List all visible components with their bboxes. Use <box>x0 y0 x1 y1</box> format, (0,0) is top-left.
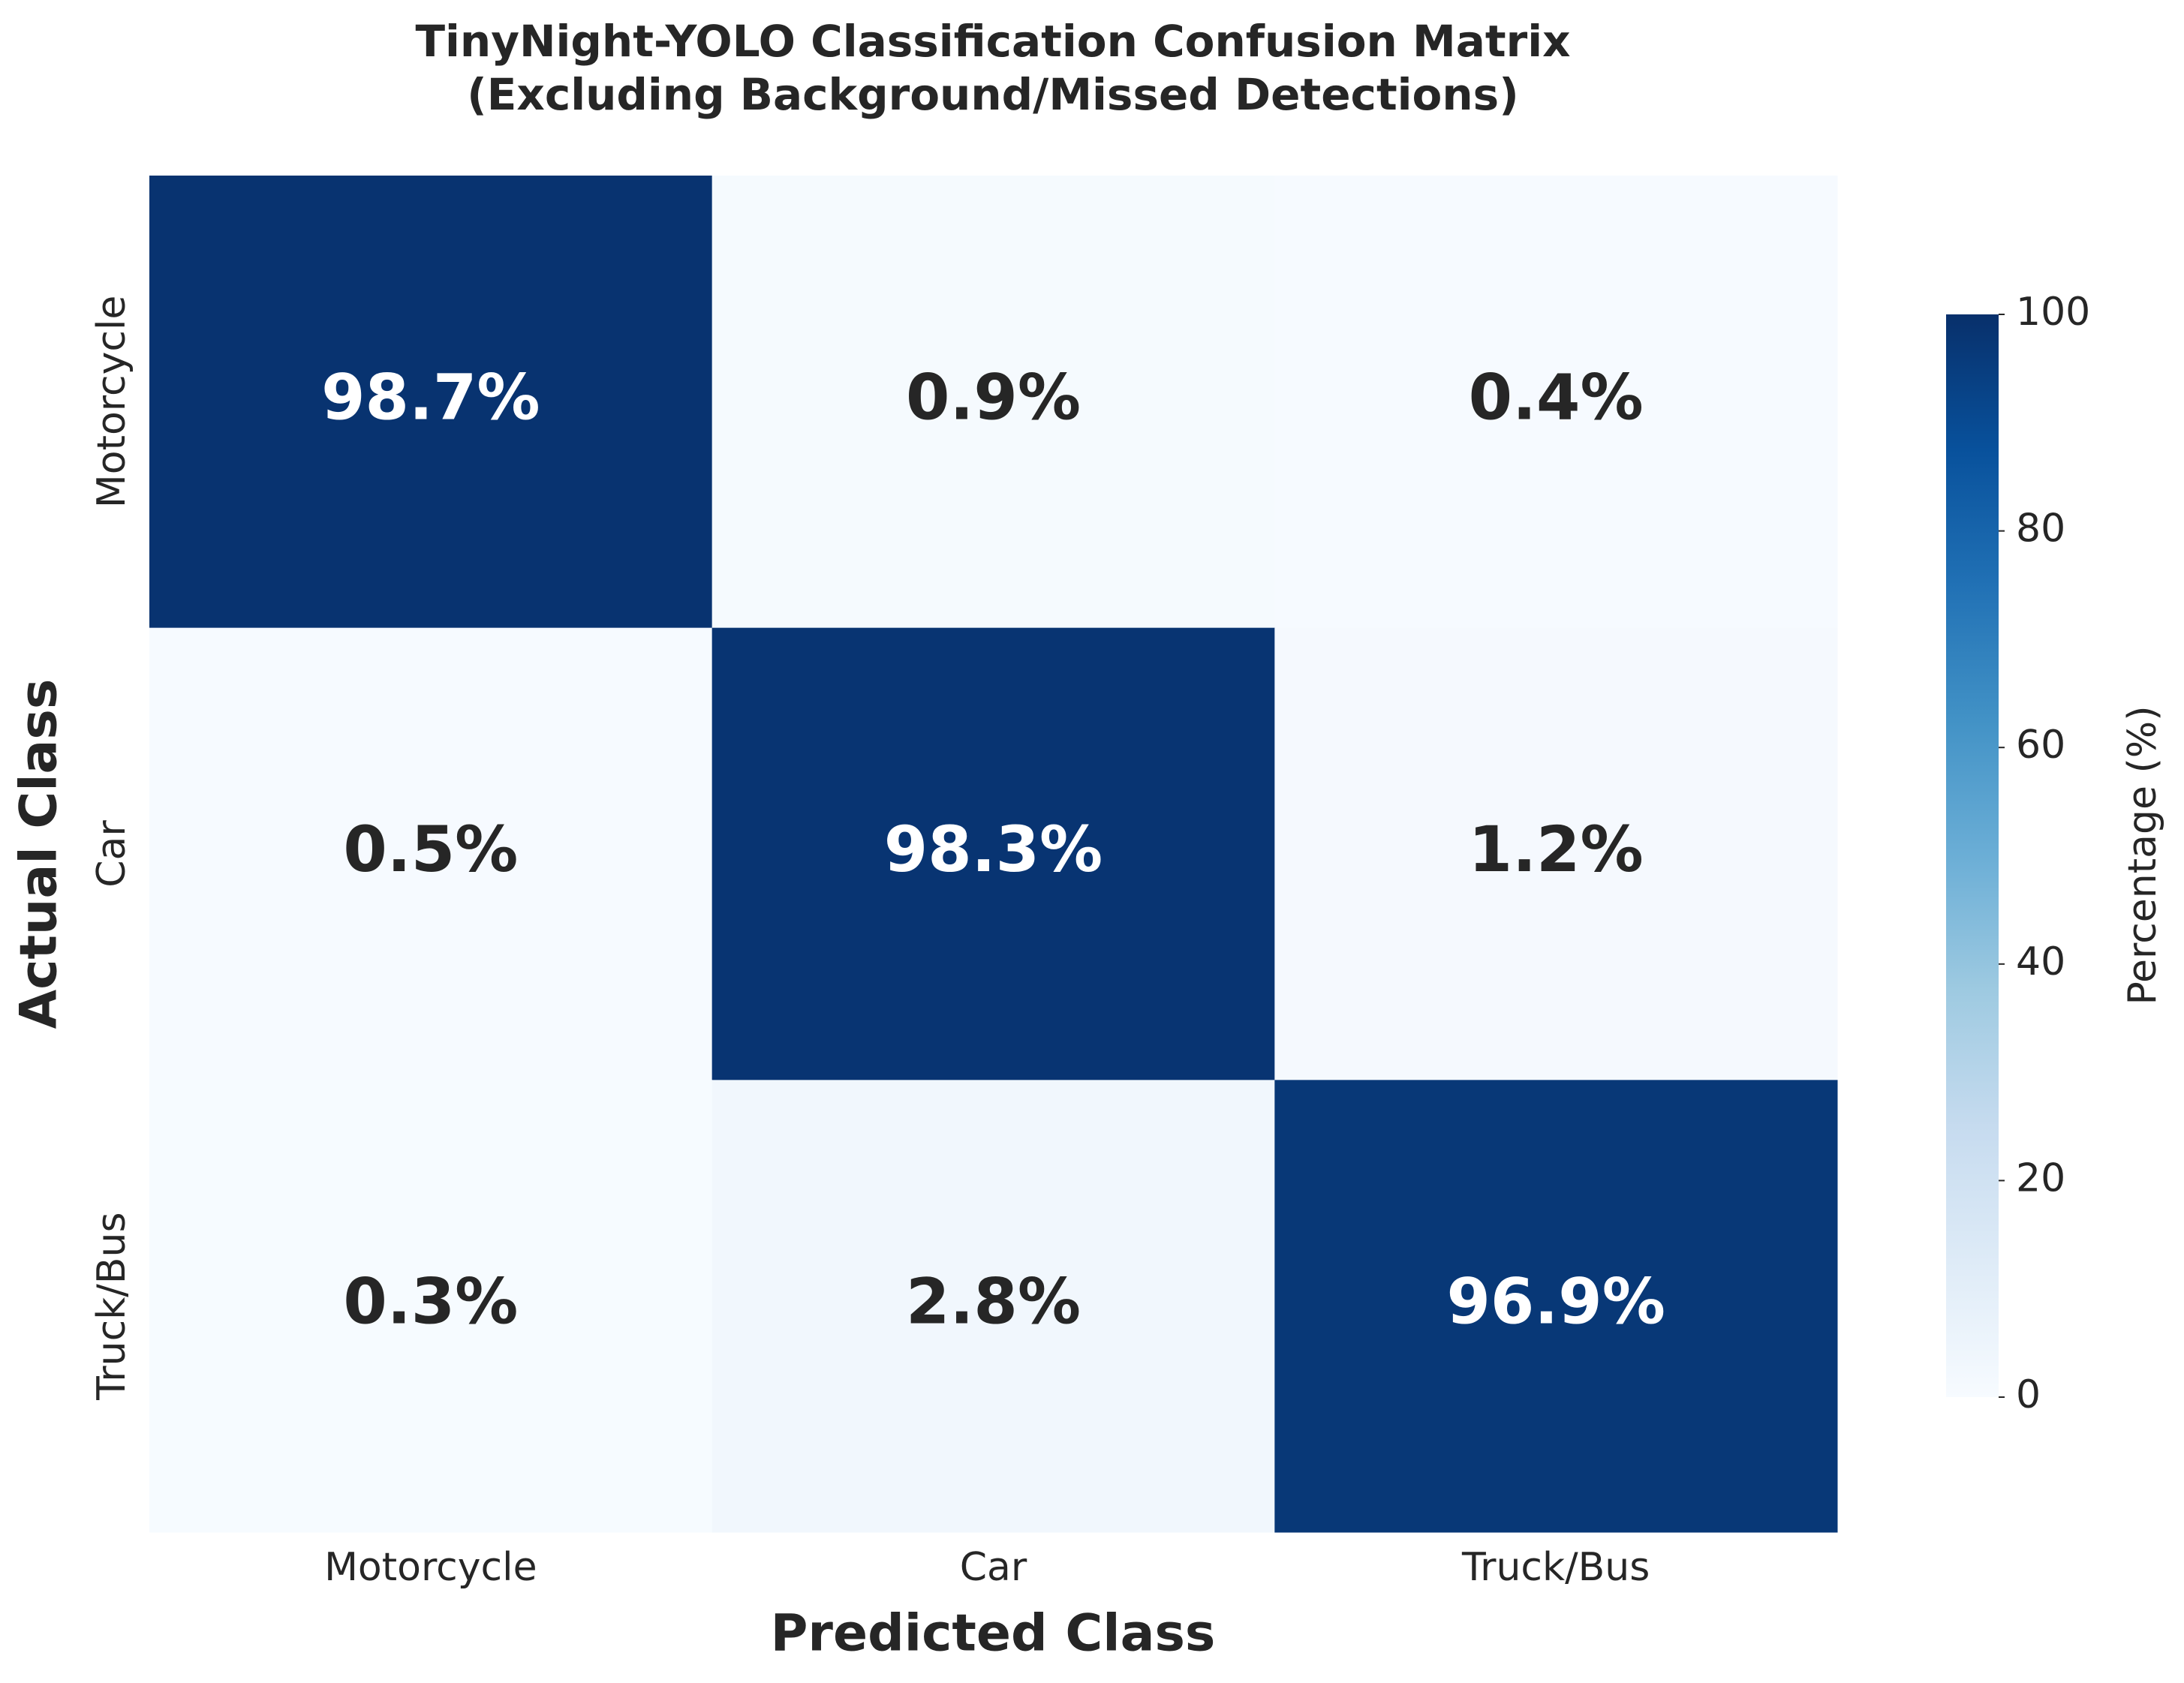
heatmap-cell <box>711 627 1275 1080</box>
heatmap-cell <box>149 1080 713 1533</box>
chart-title: TinyNight-YOLO Classification Confusion … <box>415 16 1570 67</box>
x-tick-label: Truck/Bus <box>1461 1545 1650 1590</box>
colorbar-tick-label: 40 <box>2016 939 2065 984</box>
y-tick-label: Car <box>89 820 134 888</box>
y-tick-label: Motorcycle <box>89 296 134 509</box>
colorbar-tick-label: 20 <box>2016 1156 2065 1201</box>
cell-label: 98.7% <box>321 360 540 434</box>
colorbar-label: Percentage (%) <box>2120 705 2165 1005</box>
chart-subtitle: (Excluding Background/Missed Detections) <box>467 69 1518 120</box>
x-axis-label: Predicted Class <box>771 1604 1216 1663</box>
x-tick-label: Car <box>960 1545 1027 1590</box>
cell-label: 96.9% <box>1446 1265 1665 1339</box>
heatmap-cell <box>711 1080 1275 1533</box>
cell-label: 1.2% <box>1469 813 1644 886</box>
colorbar-tick-label: 0 <box>2016 1372 2041 1417</box>
heatmap-cell <box>149 176 713 629</box>
cell-label: 0.5% <box>343 813 518 886</box>
heatmap-cell <box>1274 627 1838 1080</box>
colorbar-tick-label: 100 <box>2016 290 2090 335</box>
cell-label: 0.3% <box>343 1265 518 1339</box>
y-tick-label: Truck/Bus <box>89 1212 134 1400</box>
colorbar <box>1946 314 1999 1397</box>
cell-label: 0.9% <box>906 360 1081 434</box>
cell-label: 2.8% <box>906 1265 1081 1339</box>
x-tick-label: Motorcycle <box>324 1545 537 1590</box>
colorbar-tick-label: 60 <box>2016 723 2065 768</box>
heatmap-cell <box>1274 176 1838 629</box>
y-axis-label: Actual Class <box>10 679 69 1029</box>
cell-label: 0.4% <box>1469 360 1644 434</box>
heatmap-cell <box>149 627 713 1080</box>
cell-label: 98.3% <box>884 813 1103 886</box>
colorbar-tick-label: 80 <box>2016 506 2065 551</box>
heatmap-cell <box>1274 1080 1838 1533</box>
heatmap-cell <box>711 176 1275 629</box>
